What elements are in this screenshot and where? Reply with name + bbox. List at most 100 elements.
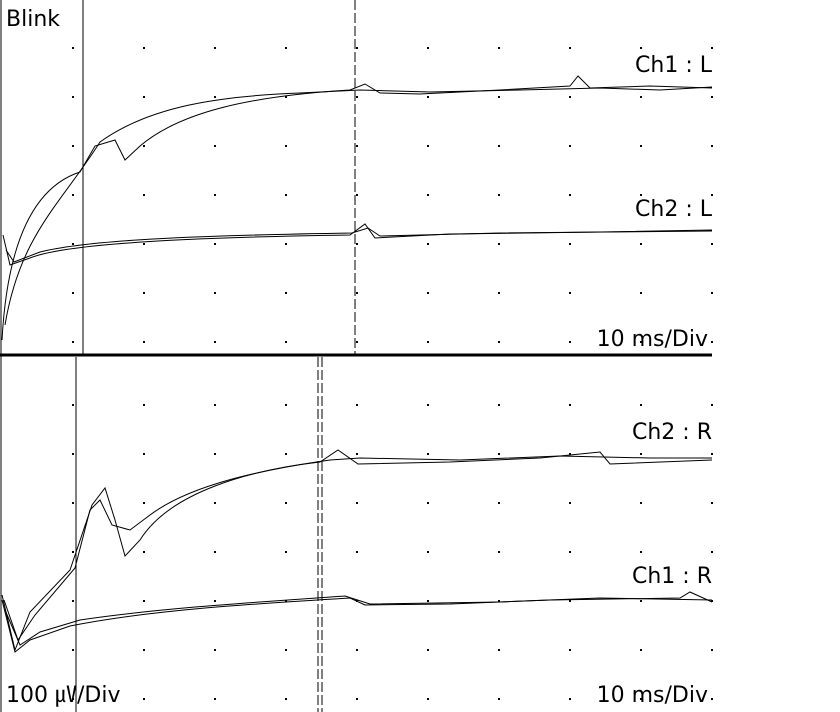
- grid-dot: [72, 600, 74, 602]
- grid-dot: [143, 502, 145, 504]
- grid-dot: [143, 145, 145, 147]
- grid-dot: [569, 194, 571, 196]
- grid-dot: [356, 47, 358, 49]
- grid-dot: [640, 551, 642, 553]
- grid-dot: [640, 145, 642, 147]
- grid-dot: [285, 292, 287, 294]
- grid-dot: [72, 47, 74, 49]
- grid-dot: [427, 502, 429, 504]
- grid-dot: [498, 502, 500, 504]
- grid-dot: [143, 404, 145, 406]
- trace: [2, 223, 713, 266]
- amplitude-scale: 100 ㎶/Div: [6, 683, 120, 708]
- grid-dot: [356, 453, 358, 455]
- grid-dot: [72, 453, 74, 455]
- grid-dot: [427, 47, 429, 49]
- grid-dot: [72, 96, 74, 98]
- grid-dot: [711, 292, 713, 294]
- title: Blink: [6, 7, 60, 32]
- grid-dot: [214, 194, 216, 196]
- grid-dot: [640, 453, 642, 455]
- grid-dot: [285, 600, 287, 602]
- grid-dot: [214, 47, 216, 49]
- grid-dot: [72, 194, 74, 196]
- grid-dot: [711, 96, 713, 98]
- grid-dot: [569, 600, 571, 602]
- grid-dot: [569, 96, 571, 98]
- grid-dot: [427, 600, 429, 602]
- grid-dot: [72, 502, 74, 504]
- trace: [1, 449, 713, 652]
- grid-dot: [427, 194, 429, 196]
- grid-dot: [214, 698, 216, 700]
- grid-dot: [143, 649, 145, 651]
- grid-dot: [143, 341, 145, 343]
- grid-dot: [285, 404, 287, 406]
- grid-dot: [72, 243, 74, 245]
- grid-dot: [569, 47, 571, 49]
- time-scale: 10 ms/Div: [597, 683, 708, 708]
- time-scale: 10 ms/Div: [597, 327, 708, 352]
- grid-dot: [143, 698, 145, 700]
- grid-dot: [214, 404, 216, 406]
- grid-dot: [143, 600, 145, 602]
- grid-dot: [498, 96, 500, 98]
- grid-dot: [143, 453, 145, 455]
- grid-dot: [498, 243, 500, 245]
- grid-dot: [640, 404, 642, 406]
- grid-dot: [569, 145, 571, 147]
- grid-dot: [285, 698, 287, 700]
- grid-dot: [356, 341, 358, 343]
- grid-dot: [498, 698, 500, 700]
- grid-dot: [214, 145, 216, 147]
- grid-dot: [498, 453, 500, 455]
- grid-dot: [143, 243, 145, 245]
- trace-label: Ch2 : R: [632, 420, 712, 445]
- grid-dot: [569, 341, 571, 343]
- grid-dot: [498, 649, 500, 651]
- grid-dot: [72, 292, 74, 294]
- grid-dot: [214, 292, 216, 294]
- grid-dot: [285, 194, 287, 196]
- grid-dot: [356, 551, 358, 553]
- grid-dot: [427, 698, 429, 700]
- grid-dot: [427, 96, 429, 98]
- grid-dot: [711, 47, 713, 49]
- grid-dot: [214, 341, 216, 343]
- trace: [5, 227, 713, 263]
- grid-dot: [498, 600, 500, 602]
- trace: [3, 455, 712, 642]
- grid-dot: [711, 698, 713, 700]
- grid-dot: [427, 404, 429, 406]
- grid-dot: [569, 404, 571, 406]
- grid-dot: [711, 194, 713, 196]
- grid-dot: [711, 453, 713, 455]
- grid-dot: [285, 341, 287, 343]
- grid-dot: [640, 194, 642, 196]
- grid-dot: [285, 502, 287, 504]
- grid-dot: [356, 243, 358, 245]
- grid-dot: [356, 96, 358, 98]
- grid-dot: [214, 551, 216, 553]
- grid-dot: [569, 698, 571, 700]
- grid-dot: [640, 47, 642, 49]
- grid-dot: [498, 551, 500, 553]
- grid-dot: [427, 341, 429, 343]
- grid-dot: [356, 502, 358, 504]
- grid-dot: [498, 145, 500, 147]
- grid-dot: [285, 47, 287, 49]
- grid-dot: [143, 96, 145, 98]
- grid-dot: [711, 145, 713, 147]
- grid-dot: [640, 600, 642, 602]
- grid-dot: [214, 453, 216, 455]
- grid-dot: [711, 404, 713, 406]
- grid-dot: [711, 502, 713, 504]
- grid-dot: [356, 404, 358, 406]
- grid-dot: [356, 649, 358, 651]
- grid-dot: [498, 341, 500, 343]
- grid-dot: [640, 649, 642, 651]
- grid-dot: [285, 145, 287, 147]
- grid-dot: [143, 47, 145, 49]
- grid-dot: [356, 145, 358, 147]
